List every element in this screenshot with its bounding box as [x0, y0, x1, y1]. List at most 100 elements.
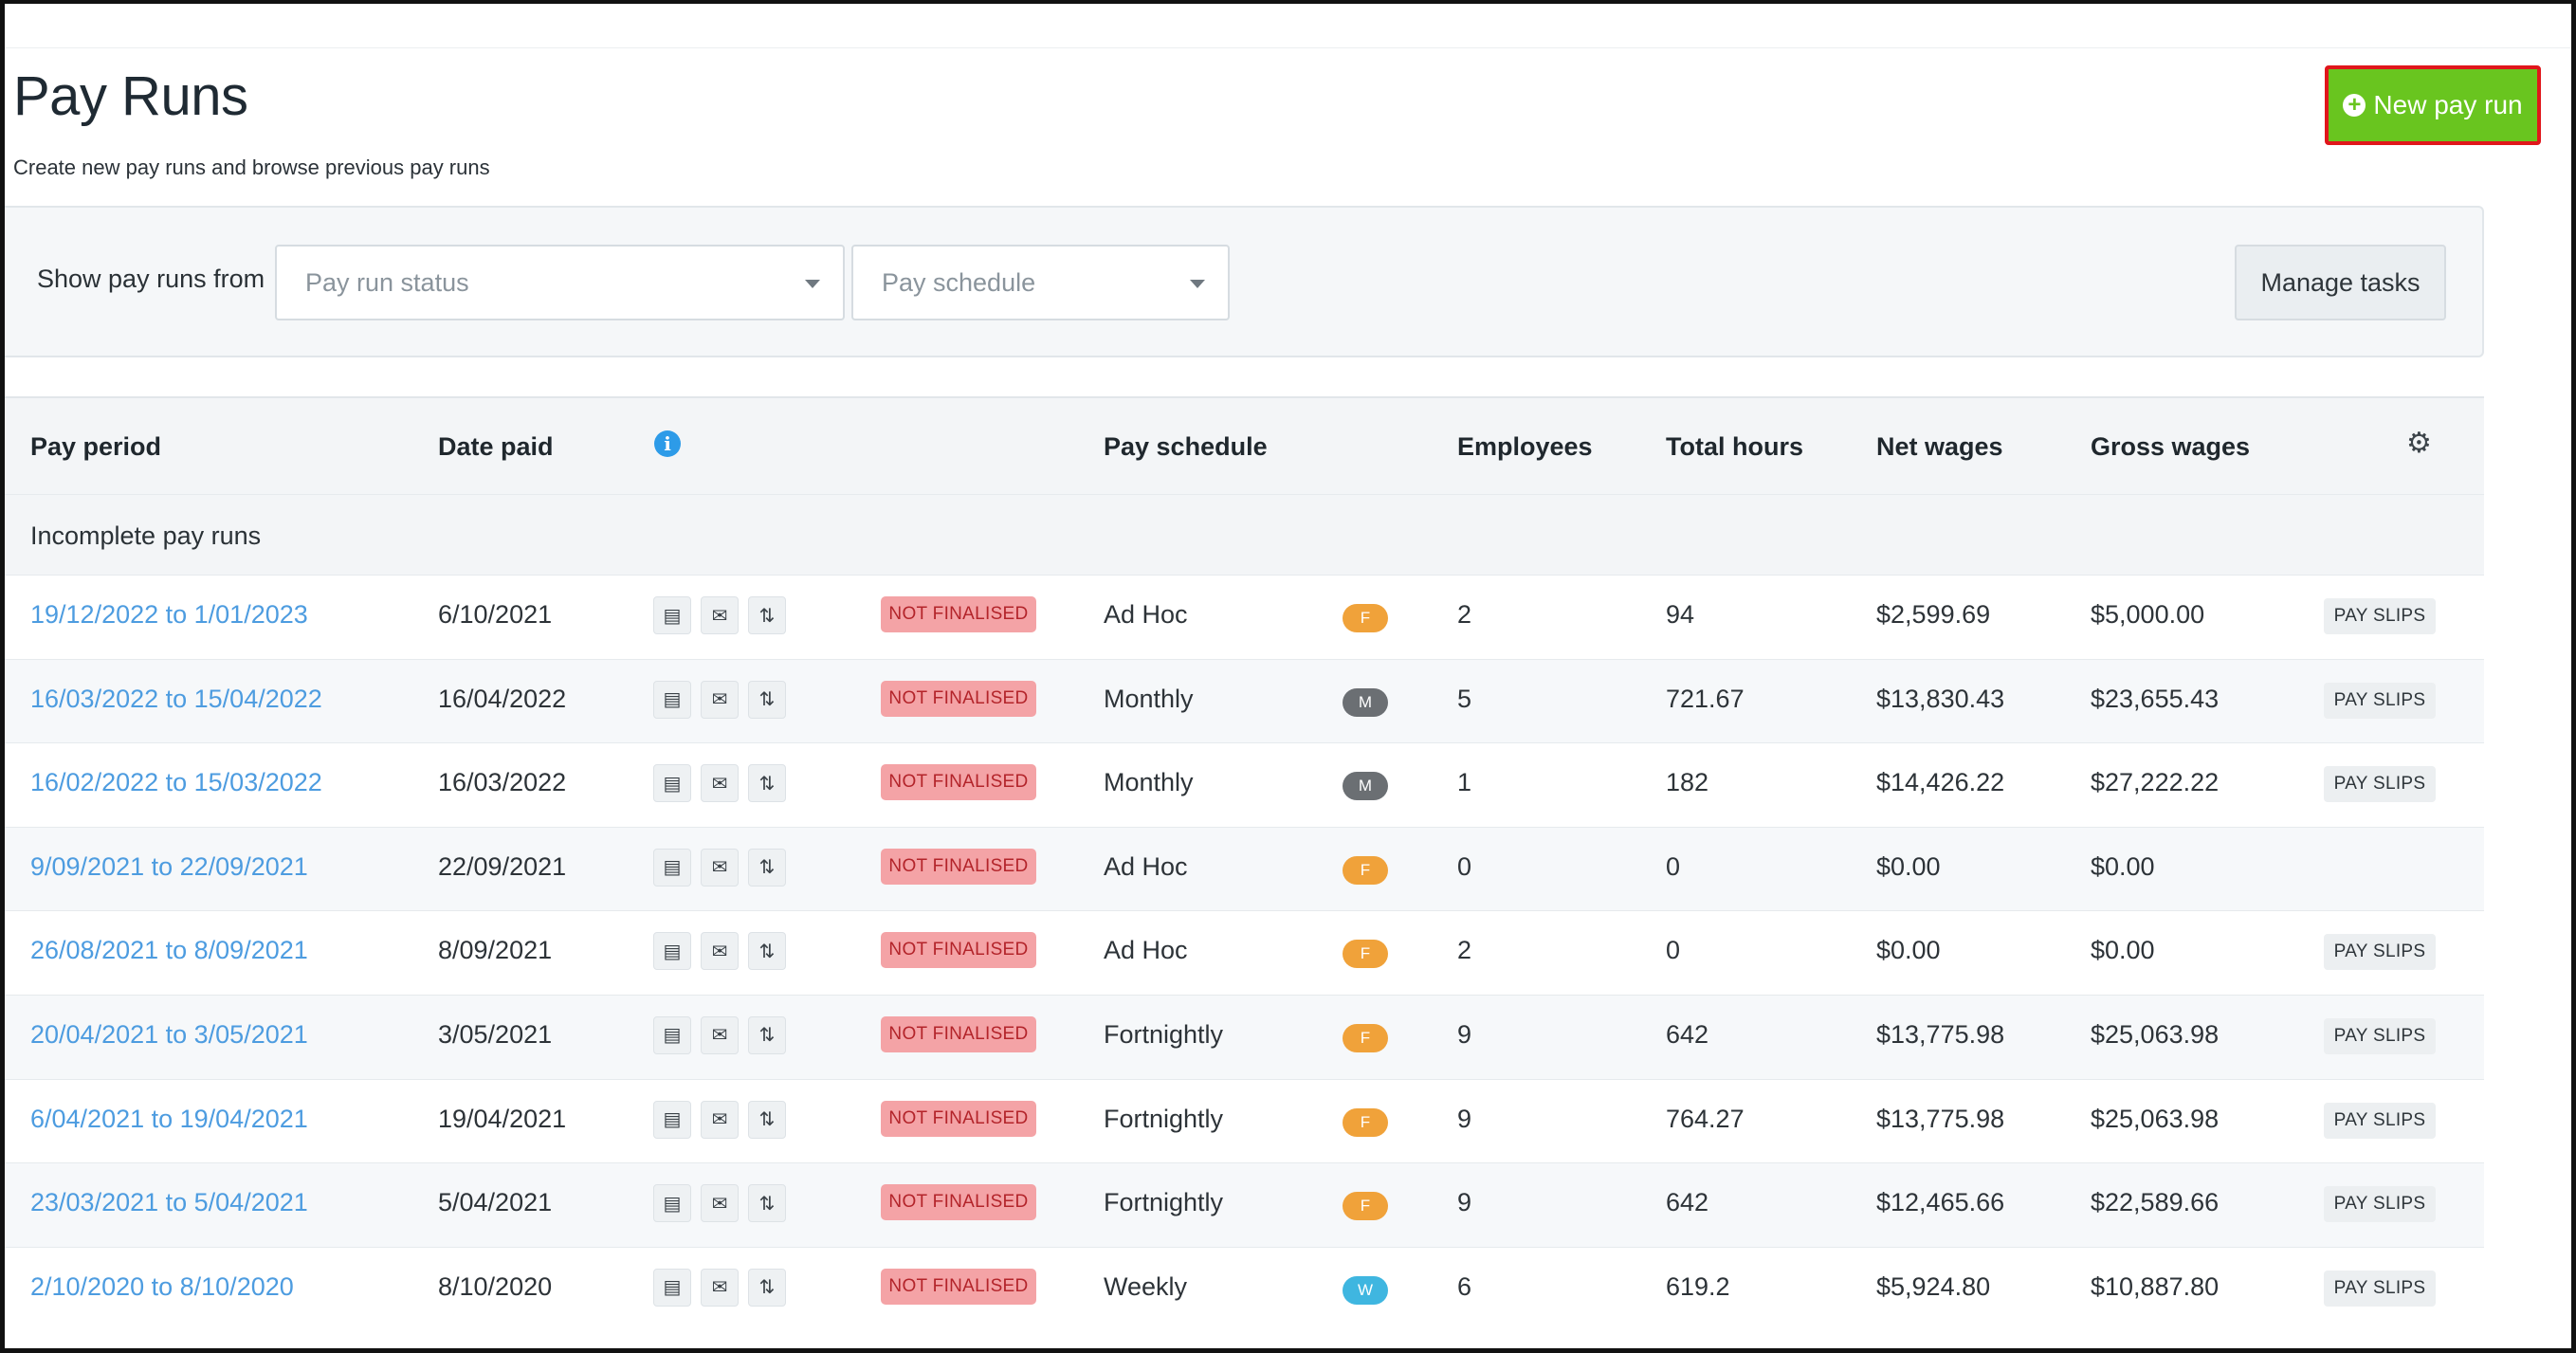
- col-total-hours[interactable]: Total hours: [1666, 432, 1803, 461]
- table-header: Pay period Date paid i Pay schedule Empl…: [5, 396, 2484, 494]
- pay-schedule: Monthly: [1104, 768, 1194, 797]
- employees-count: 5: [1457, 684, 1472, 713]
- pay-schedule: Fortnightly: [1104, 1019, 1224, 1049]
- col-gross-wages[interactable]: Gross wages: [2091, 432, 2251, 461]
- net-wages: $12,465.66: [1876, 1188, 2005, 1217]
- sync-icon[interactable]: ⇅: [748, 932, 786, 971]
- email-icon[interactable]: ✉: [701, 1100, 739, 1139]
- email-icon[interactable]: ✉: [701, 1015, 739, 1054]
- pay-period-link[interactable]: 6/04/2021 to 19/04/2021: [30, 1104, 308, 1133]
- date-paid: 5/04/2021: [438, 1188, 553, 1217]
- sync-icon[interactable]: ⇅: [748, 680, 786, 719]
- status-badge: NOT FINALISED: [881, 848, 1036, 885]
- gross-wages: $5,000.00: [2091, 600, 2205, 629]
- col-pay-period[interactable]: Pay period: [30, 432, 162, 461]
- pay-period-link[interactable]: 16/02/2022 to 15/03/2022: [30, 768, 322, 797]
- pay-run-status-select[interactable]: Pay run status: [275, 245, 845, 320]
- inbox-icon[interactable]: ▤: [653, 1100, 691, 1139]
- frequency-badge: F: [1343, 1107, 1388, 1137]
- pay-schedule: Ad Hoc: [1104, 600, 1188, 629]
- new-pay-run-button[interactable]: + New pay run: [2325, 65, 2541, 145]
- chevron-down-icon: [1190, 280, 1205, 288]
- sync-icon[interactable]: ⇅: [748, 848, 786, 887]
- table-row: 20/04/2021 to 3/05/2021 3/05/2021 ▤ ✉ ⇅ NOT F…: [5, 994, 2484, 1079]
- frequency-badge: F: [1343, 855, 1388, 885]
- pay-schedule-select[interactable]: Pay schedule: [851, 245, 1230, 320]
- email-icon[interactable]: ✉: [701, 848, 739, 887]
- net-wages: $2,599.69: [1876, 600, 1991, 629]
- net-wages: $14,426.22: [1876, 768, 2005, 797]
- total-hours: 721.67: [1666, 684, 1745, 713]
- inbox-icon[interactable]: ▤: [653, 848, 691, 887]
- net-wages: $0.00: [1876, 851, 1941, 881]
- pay-period-link[interactable]: 19/12/2022 to 1/01/2023: [30, 600, 308, 629]
- new-pay-run-label: New pay run: [2373, 90, 2523, 119]
- total-hours: 619.2: [1666, 1271, 1730, 1301]
- net-wages: $5,924.80: [1876, 1271, 1991, 1301]
- email-icon[interactable]: ✉: [701, 764, 739, 803]
- email-icon[interactable]: ✉: [701, 596, 739, 634]
- gross-wages: $22,589.66: [2091, 1188, 2220, 1217]
- sync-icon[interactable]: ⇅: [748, 1015, 786, 1054]
- employees-count: 0: [1457, 851, 1472, 881]
- pay-slips-button[interactable]: PAY SLIPS: [2324, 1270, 2436, 1307]
- pay-slips-button[interactable]: PAY SLIPS: [2324, 1102, 2436, 1139]
- pay-slips-button[interactable]: PAY SLIPS: [2324, 934, 2436, 971]
- col-pay-schedule[interactable]: Pay schedule: [1104, 432, 1268, 461]
- pay-slips-button[interactable]: PAY SLIPS: [2324, 598, 2436, 634]
- email-icon[interactable]: ✉: [701, 1268, 739, 1307]
- col-date-paid[interactable]: Date paid: [438, 432, 554, 461]
- email-icon[interactable]: ✉: [701, 1184, 739, 1223]
- employees-count: 9: [1457, 1188, 1472, 1217]
- top-divider: [5, 47, 2571, 48]
- col-employees[interactable]: Employees: [1457, 432, 1593, 461]
- total-hours: 0: [1666, 936, 1681, 965]
- email-icon[interactable]: ✉: [701, 680, 739, 719]
- date-paid: 3/05/2021: [438, 1019, 553, 1049]
- gross-wages: $25,063.98: [2091, 1104, 2220, 1133]
- sync-icon[interactable]: ⇅: [748, 596, 786, 634]
- pay-period-link[interactable]: 23/03/2021 to 5/04/2021: [30, 1188, 308, 1217]
- manage-tasks-button[interactable]: Manage tasks: [2235, 245, 2446, 320]
- sync-icon[interactable]: ⇅: [748, 1100, 786, 1139]
- sync-icon[interactable]: ⇅: [748, 1184, 786, 1223]
- email-icon[interactable]: ✉: [701, 932, 739, 971]
- frequency-badge: W: [1343, 1275, 1388, 1305]
- inbox-icon[interactable]: ▤: [653, 932, 691, 971]
- info-icon[interactable]: i: [654, 430, 681, 457]
- sync-icon[interactable]: ⇅: [748, 764, 786, 803]
- sync-icon[interactable]: ⇅: [748, 1268, 786, 1307]
- table-row: 16/03/2022 to 15/04/2022 16/04/2022 ▤ ✉ ⇅ NOT…: [5, 658, 2484, 743]
- inbox-icon[interactable]: ▤: [653, 764, 691, 803]
- inbox-icon[interactable]: ▤: [653, 680, 691, 719]
- table-body: 19/12/2022 to 1/01/2023 6/10/2021 ▤ ✉ ⇅ NOT F…: [5, 575, 2484, 1330]
- gear-icon[interactable]: ⚙: [2406, 428, 2432, 459]
- pay-slips-button[interactable]: PAY SLIPS: [2324, 1186, 2436, 1223]
- pay-period-link[interactable]: 9/09/2021 to 22/09/2021: [30, 851, 308, 881]
- pay-period-link[interactable]: 2/10/2020 to 8/10/2020: [30, 1271, 294, 1301]
- inbox-icon[interactable]: ▤: [653, 1268, 691, 1307]
- col-net-wages[interactable]: Net wages: [1876, 432, 2003, 461]
- gross-wages: $23,655.43: [2091, 684, 2220, 713]
- pay-period-link[interactable]: 20/04/2021 to 3/05/2021: [30, 1019, 308, 1049]
- pay-slips-button[interactable]: PAY SLIPS: [2324, 682, 2436, 719]
- date-paid: 16/04/2022: [438, 684, 567, 713]
- pay-period-link[interactable]: 16/03/2022 to 15/04/2022: [30, 684, 322, 713]
- employees-count: 9: [1457, 1019, 1472, 1049]
- pay-slips-button[interactable]: PAY SLIPS: [2324, 1017, 2436, 1054]
- inbox-icon[interactable]: ▤: [653, 1015, 691, 1054]
- pay-slips-button[interactable]: PAY SLIPS: [2324, 766, 2436, 803]
- page-title: Pay Runs: [13, 65, 248, 127]
- gross-wages: $0.00: [2091, 936, 2155, 965]
- inbox-icon[interactable]: ▤: [653, 1184, 691, 1223]
- frequency-badge: F: [1343, 1023, 1388, 1052]
- status-badge: NOT FINALISED: [881, 680, 1036, 717]
- pay-period-link[interactable]: 26/08/2021 to 8/09/2021: [30, 936, 308, 965]
- date-paid: 16/03/2022: [438, 768, 567, 797]
- net-wages: $13,830.43: [1876, 684, 2005, 713]
- gross-wages: $25,063.98: [2091, 1019, 2220, 1049]
- status-badge: NOT FINALISED: [881, 764, 1036, 801]
- status-badge: NOT FINALISED: [881, 1184, 1036, 1221]
- chevron-down-icon: [805, 280, 820, 288]
- inbox-icon[interactable]: ▤: [653, 596, 691, 634]
